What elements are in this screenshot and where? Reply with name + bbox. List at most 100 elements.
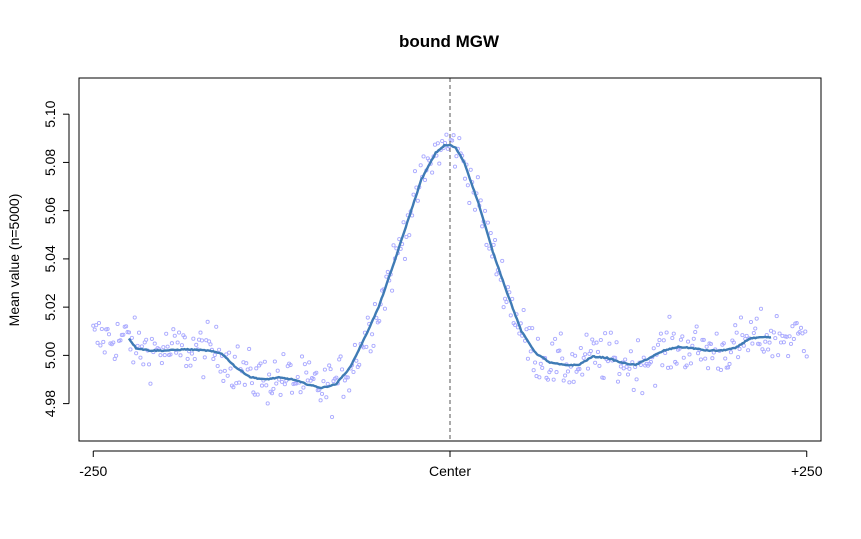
scatter-point [98, 343, 103, 348]
scatter-point [598, 337, 603, 343]
scatter-point [776, 353, 781, 358]
scatter-point [292, 381, 297, 386]
scatter-point [590, 337, 595, 342]
scatter-point [777, 331, 782, 336]
scatter-point [567, 380, 572, 385]
scatter-point [174, 350, 179, 355]
scatter-point [258, 361, 263, 366]
scatter-point [92, 327, 97, 332]
scatter-point [262, 359, 267, 364]
scatter-point [121, 332, 126, 337]
scatter-point [746, 348, 751, 353]
scatter-point [232, 354, 237, 359]
scatter-point [751, 330, 756, 336]
scatter-point [538, 361, 543, 366]
scatter-point [325, 381, 330, 386]
scatter-point [475, 175, 480, 180]
scatter-point [791, 336, 796, 342]
scatter-point [124, 324, 129, 329]
scatter-point [311, 376, 316, 382]
scatter-point [267, 372, 272, 377]
scatter-point [382, 306, 387, 311]
scatter-point [788, 341, 794, 346]
scatter-point [584, 332, 589, 337]
scatter-point [319, 391, 325, 396]
scatter-point [248, 366, 253, 371]
scatter-point [593, 360, 598, 365]
scatter-point [803, 329, 808, 334]
scatter-point [560, 356, 565, 361]
scatter-point [115, 321, 120, 327]
scatter-point [741, 343, 746, 348]
scatter-point [508, 313, 513, 318]
scatter-point [727, 361, 732, 367]
scatter-point [688, 361, 693, 366]
scatter-point [318, 398, 323, 403]
scatter-point [521, 307, 526, 313]
scatter-point [757, 342, 762, 347]
scatter-point [733, 323, 738, 328]
scatter-point [768, 328, 774, 333]
scatter-point [484, 242, 489, 248]
scatter-point [244, 361, 249, 366]
scatter-point [354, 358, 359, 363]
scatter-point [638, 363, 643, 368]
scatter-point [607, 341, 612, 346]
scatter-point [227, 350, 232, 355]
scatter-point [215, 363, 220, 369]
scatter-point [625, 372, 631, 377]
scatter-point [175, 340, 180, 345]
scatter-point [451, 133, 456, 138]
scatter-point [585, 366, 591, 371]
scatter-point [314, 370, 319, 375]
scatter-point [624, 364, 629, 369]
scatter-point [480, 224, 485, 229]
scatter-point [304, 370, 309, 375]
scatter-point [554, 370, 559, 375]
scatter-point [614, 340, 619, 345]
scatter-point [798, 325, 804, 330]
scatter-point [754, 316, 759, 321]
scatter-point [329, 415, 335, 420]
scatter-point [217, 347, 222, 352]
scatter-point [264, 383, 269, 388]
scatter-point [322, 367, 327, 372]
scatter-point [152, 341, 157, 346]
scatter-point [704, 344, 709, 349]
scatter-point [165, 344, 170, 349]
scatter-point [492, 237, 498, 243]
scatter-point [696, 351, 701, 356]
scatter-point [651, 346, 656, 351]
scatter-point [472, 207, 478, 212]
scatter-point [588, 348, 593, 354]
scatter-point [701, 337, 706, 342]
scatter-point [201, 375, 206, 380]
scatter-point [328, 367, 333, 372]
scatter-point [194, 342, 199, 347]
scatter-point [504, 299, 509, 305]
y-tick-label: 5.00 [42, 342, 58, 369]
scatter-point [159, 361, 164, 366]
scatter-point [452, 164, 458, 169]
scatter-point [341, 394, 346, 399]
scatter-point [501, 305, 506, 310]
scatter-point [462, 176, 468, 181]
scatter-point [794, 321, 799, 326]
scatter-point [758, 306, 764, 311]
scatter-point [357, 362, 362, 367]
scatter-point [800, 331, 805, 336]
scatter-point [288, 362, 293, 368]
scatter-point [648, 359, 653, 365]
scatter-point [211, 356, 216, 361]
scatter-point [744, 333, 749, 339]
scatter-point [274, 381, 279, 386]
scatter-point [189, 351, 194, 356]
chart-title: bound MGW [399, 32, 500, 51]
scatter-point [138, 355, 143, 360]
scatter-point [513, 322, 518, 328]
scatter-point [129, 335, 134, 340]
y-axis: 4.98 5.00 5.02 5.04 5.06 5.08 5.10 [42, 100, 70, 417]
scatter-point [172, 333, 177, 338]
scatter-point [368, 349, 373, 354]
scatter-point [684, 363, 689, 368]
